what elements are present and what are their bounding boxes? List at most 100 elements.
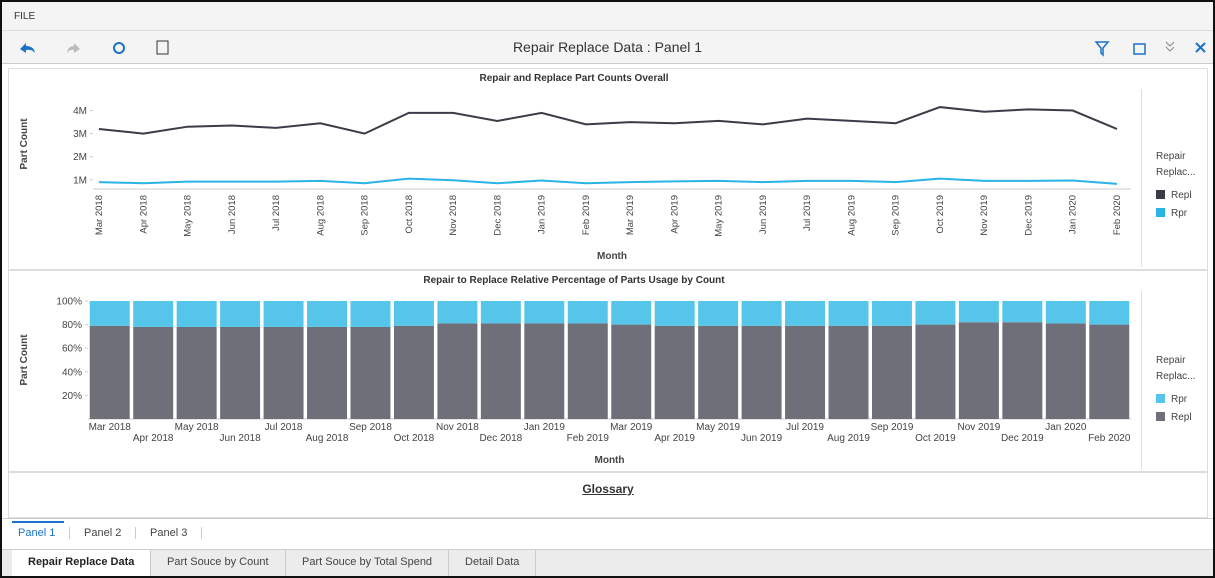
bar-segment [89,301,130,326]
x-tick-label: Jun 2019 [741,433,783,444]
x-tick-label: Mar 2018 [89,422,132,433]
x-tick-label: Jun 2018 [220,433,262,444]
chart-title: Repair and Replace Part Counts Overall [480,73,669,84]
x-tick-label: Dec 2019 [1001,433,1044,444]
y-axis-label: Part Count [19,334,30,386]
bar-segment [871,301,912,326]
bar-segment [828,301,869,326]
bar-segment [1002,322,1043,419]
menu-file[interactable]: FILE [14,11,36,22]
x-tick-label: May 2018 [175,422,219,433]
bar-segment [350,326,391,419]
x-tick-label: Jul 2019 [786,422,824,433]
bar-segment [698,325,739,419]
x-tick-label: Aug 2018 [315,195,326,236]
x-tick-label: Aug 2019 [846,195,857,236]
sheet-tab[interactable]: Repair Replace Data [12,550,152,576]
close-icon[interactable] [1195,42,1206,53]
bar-chart-panel: Repair to Replace Relative Percentage of… [8,270,1208,472]
x-tick-label: Aug 2019 [827,433,870,444]
y-tick-label: 100% [56,297,82,308]
x-tick-label: May 2018 [183,195,194,237]
panel-tab[interactable]: Panel 1 [4,527,71,539]
sheet-tab[interactable]: Part Souce by Count [151,550,286,576]
bar-segment [176,301,217,327]
x-tick-label: Oct 2018 [404,195,415,234]
toolbar-icons [20,40,1206,57]
line-series [98,177,1118,185]
x-tick-label: Sep 2019 [871,422,914,433]
filter-icon[interactable] [1094,41,1110,57]
x-tick-label: Apr 2018 [138,195,149,234]
bar-segment [1089,301,1130,325]
panel-tabs: Panel 1 Panel 2 Panel 3 [2,518,1213,549]
x-tick-label: Feb 2019 [581,195,592,235]
bar-segment [437,323,478,419]
x-tick-label: Jul 2018 [265,422,303,433]
x-tick-label: Dec 2018 [479,433,522,444]
collapse-icon[interactable] [1165,41,1175,52]
x-tick-label: Apr 2018 [133,433,174,444]
bar-segment [393,325,434,419]
redo-icon[interactable] [67,43,80,53]
y-tick-label: 2M [73,152,87,163]
sheet-tabs: Repair Replace Data Part Souce by Count Pa… [2,549,1213,576]
legend-label: Rpr [1171,394,1188,405]
bar-segment [263,326,304,419]
bar-segment [958,301,999,323]
refresh-icon[interactable] [113,42,125,54]
legend-title: Repair Replac... [1156,355,1196,382]
x-tick-label: Jun 2018 [227,195,238,234]
y-tick-label: 80% [62,320,82,331]
legend-title: Repair Replac... [1156,151,1196,178]
x-tick-label: Nov 2019 [957,422,1000,433]
list-icon[interactable] [156,40,169,55]
legend-item: Repl [1156,187,1207,205]
active-tab-indicator [12,521,64,523]
sheet-tab[interactable]: Part Souce by Total Spend [286,550,450,576]
x-tick-label: Jan 2019 [537,195,548,234]
bar-segment [915,301,956,325]
bar-segment [611,301,652,325]
y-tick-label: 20% [62,391,82,402]
x-tick-label: Dec 2018 [492,195,503,236]
x-tick-label: Mar 2019 [625,195,636,235]
undo-icon[interactable] [20,43,35,53]
x-tick-label: Oct 2019 [915,433,956,444]
bar-segment [654,325,695,419]
bar-segment [915,324,956,419]
x-axis-label: Month [597,251,627,262]
x-tick-label: Feb 2020 [1088,433,1131,444]
line-chart-panel: Repair and Replace Part Counts Overall Pa… [8,68,1208,270]
legend-swatch [1156,208,1165,217]
bar-segment [307,326,348,419]
bar-segment [1045,301,1086,324]
toolbar: Repair Replace Data : Panel 1 [2,31,1213,64]
bar-segment [741,301,782,326]
bar-segment [220,326,261,419]
bar-segment [785,301,826,326]
chart-title: Repair to Replace Relative Percentage of… [423,275,725,286]
line-series [98,106,1118,135]
x-tick-label: May 2019 [714,195,725,237]
bar-segment [785,325,826,419]
x-tick-label: Sep 2018 [349,422,392,433]
x-tick-label: Sep 2019 [891,195,902,236]
panel-tab[interactable]: Panel 3 [136,527,203,539]
glossary-panel: Glossary [8,472,1208,518]
export-icon[interactable] [1133,43,1146,55]
bar-segment [698,301,739,326]
bar-segment [1045,323,1086,419]
x-tick-label: Oct 2019 [935,195,946,234]
bar-segment [567,323,608,419]
panel-tab[interactable]: Panel 2 [70,527,137,539]
sheet-tab[interactable]: Detail Data [449,550,537,576]
y-tick-label: 40% [62,367,82,378]
x-tick-label: Nov 2018 [448,195,459,236]
bar-segment [89,325,130,419]
x-tick-label: Jan 2019 [524,422,566,433]
glossary-link[interactable]: Glossary [582,482,634,496]
legend-item: Repl [1156,409,1207,427]
